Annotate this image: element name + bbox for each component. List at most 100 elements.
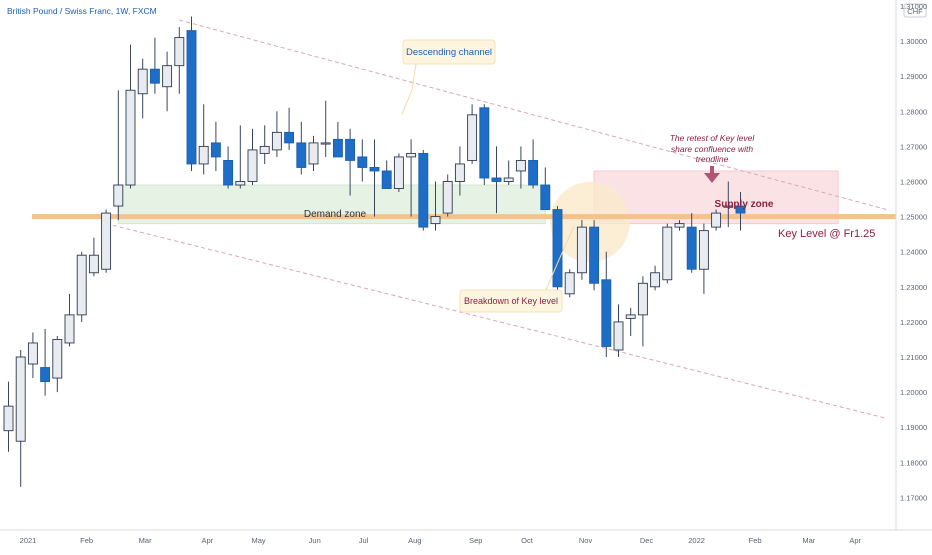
x-tick-label: 2022	[688, 536, 705, 545]
x-tick-label: Aug	[408, 536, 421, 545]
x-tick-label: Apr	[849, 536, 861, 545]
bullish-candle	[162, 65, 173, 88]
y-tick-label: 1.26000	[900, 178, 927, 187]
bullish-candle	[113, 184, 124, 207]
bullish-candle	[430, 216, 441, 225]
x-tick-label: May	[252, 536, 266, 545]
y-tick-label: 1.18000	[900, 458, 927, 467]
y-tick-label: 1.30000	[900, 37, 927, 46]
y-tick-label: 1.31000	[900, 2, 927, 11]
y-tick-label: 1.29000	[900, 72, 927, 81]
bullish-candle	[674, 223, 685, 228]
bullish-candle	[467, 114, 478, 161]
upper-channel-line	[179, 19, 888, 211]
bullish-candle	[711, 212, 722, 228]
x-tick-label: Nov	[579, 536, 593, 545]
bullish-candle	[320, 142, 331, 145]
bullish-candle	[442, 181, 453, 214]
currency-badge-label: CHF	[907, 7, 923, 16]
x-tick-label: 2021	[20, 536, 37, 545]
bearish-candle	[491, 177, 502, 182]
breakdown-highlight	[550, 182, 630, 262]
bullish-candle	[198, 145, 209, 165]
bearish-candle	[528, 159, 539, 186]
bullish-candle	[650, 272, 661, 288]
bullish-candle	[247, 149, 258, 182]
breakdown-label: Breakdown of Key level	[464, 296, 558, 306]
bullish-candle	[3, 405, 14, 432]
bullish-candle	[271, 131, 282, 151]
bullish-candle	[564, 272, 575, 295]
x-tick-label: Mar	[802, 536, 815, 545]
retest-note-line-1: The retest of Key level	[670, 133, 756, 143]
y-tick-label: 1.28000	[900, 107, 927, 116]
bullish-candle	[662, 226, 673, 281]
retest-note-line-2: share confluence with	[671, 144, 753, 154]
descending-channel-callout	[402, 39, 496, 65]
bearish-candle	[210, 142, 221, 158]
x-tick-label: Apr	[202, 536, 214, 545]
key-level-line	[32, 214, 896, 220]
channel-lines	[105, 19, 888, 419]
y-tick-label: 1.19000	[900, 423, 927, 432]
bullish-candle	[406, 152, 417, 158]
candles-layer	[3, 16, 746, 487]
y-tick-label: 1.20000	[900, 388, 927, 397]
annotation-layer: Descending channel Demand zone Supply zo…	[7, 6, 875, 313]
y-tick-label: 1.17000	[900, 493, 927, 502]
bearish-candle	[589, 226, 600, 284]
retest-note-line-3: trendline	[696, 154, 729, 164]
bullish-candle	[454, 163, 465, 182]
bullish-candle	[137, 68, 148, 95]
x-tick-label: Dec	[640, 536, 654, 545]
bullish-candle	[515, 159, 526, 172]
bearish-candle	[332, 138, 343, 158]
bearish-candle	[686, 226, 697, 270]
bullish-candle	[259, 145, 270, 154]
bullish-candle	[174, 37, 185, 67]
x-tick-label: Oct	[521, 536, 534, 545]
bearish-candle	[186, 30, 197, 165]
y-tick-label: 1.24000	[900, 248, 927, 257]
bearish-candle	[735, 205, 746, 214]
y-tick-label: 1.22000	[900, 318, 927, 327]
demand-zone-label: Demand zone	[304, 209, 367, 220]
key-level-label: Key Level @ Fr1.25	[778, 228, 875, 240]
bullish-candle	[125, 89, 136, 186]
supply-zone-label: Supply zone	[715, 199, 774, 210]
bullish-candle	[101, 212, 112, 270]
x-tick-label: Mar	[139, 536, 152, 545]
y-tick-label: 1.27000	[900, 142, 927, 151]
bullish-candle	[88, 254, 99, 274]
callout-pointer	[401, 63, 417, 115]
bullish-candle	[625, 314, 636, 319]
bearish-candle	[345, 138, 356, 161]
bullish-candle	[576, 226, 587, 274]
bearish-candle	[284, 131, 295, 144]
retest-arrow-head	[704, 173, 720, 183]
bearish-candle	[357, 156, 368, 168]
bullish-candle	[613, 321, 624, 351]
bearish-candle	[381, 170, 392, 189]
y-tick-label: 1.23000	[900, 283, 927, 292]
key-level-layer	[32, 214, 896, 220]
bullish-candle	[27, 342, 38, 365]
bearish-candle	[540, 184, 551, 211]
currency-badge[interactable]	[903, 3, 927, 18]
bearish-candle	[418, 152, 429, 228]
y-tick-label: 1.21000	[900, 353, 927, 362]
bullish-candle	[637, 282, 648, 316]
descending-channel-label: Descending channel	[406, 47, 492, 58]
bearish-candle	[601, 279, 612, 347]
bullish-candle	[503, 177, 514, 182]
bearish-candle	[369, 167, 380, 172]
bearish-candle	[223, 159, 234, 186]
bearish-candle	[149, 68, 160, 84]
bearish-candle	[296, 142, 307, 168]
bullish-candle	[52, 339, 63, 379]
bearish-candle	[552, 209, 563, 288]
x-tick-label: Jul	[359, 536, 369, 545]
chart-title: British Pound / Swiss Franc, 1W, FXCM	[7, 6, 157, 16]
